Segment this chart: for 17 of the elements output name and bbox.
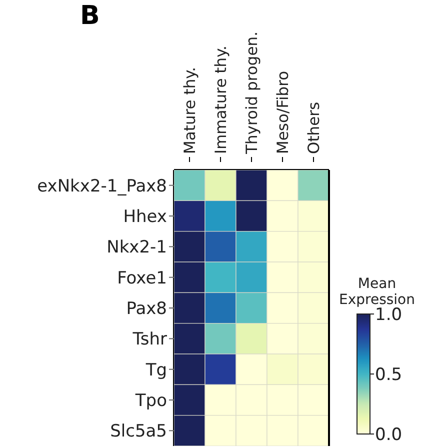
y-tick-label: exNkx2-1_Pax8 bbox=[37, 176, 167, 196]
x-tick-label: Immature thy. bbox=[212, 46, 230, 154]
x-tick-label: Thyroid progen. bbox=[242, 31, 261, 155]
color-bar-label: 0.5 bbox=[375, 364, 402, 385]
x-tick-label: Others bbox=[304, 102, 323, 154]
y-tick-label: Slc5a5 bbox=[110, 422, 167, 442]
x-tick-label: Meso/Fibro bbox=[274, 70, 292, 154]
y-tick-label: Tpo bbox=[134, 391, 167, 412]
text: B bbox=[80, 1, 100, 31]
y-tick-label: Tshr bbox=[132, 330, 167, 350]
y-tick-label: Pax8 bbox=[126, 299, 167, 320]
y-tick-label: Tg bbox=[144, 360, 167, 380]
y-tick-label: Hhex bbox=[123, 207, 167, 228]
x-tick-label: Mature thy. bbox=[180, 66, 199, 154]
y-tick-label: Nkx2-1 bbox=[106, 238, 167, 258]
y-tick-label: Foxe1 bbox=[117, 268, 167, 288]
color-bar-label: 0.0 bbox=[375, 424, 402, 445]
